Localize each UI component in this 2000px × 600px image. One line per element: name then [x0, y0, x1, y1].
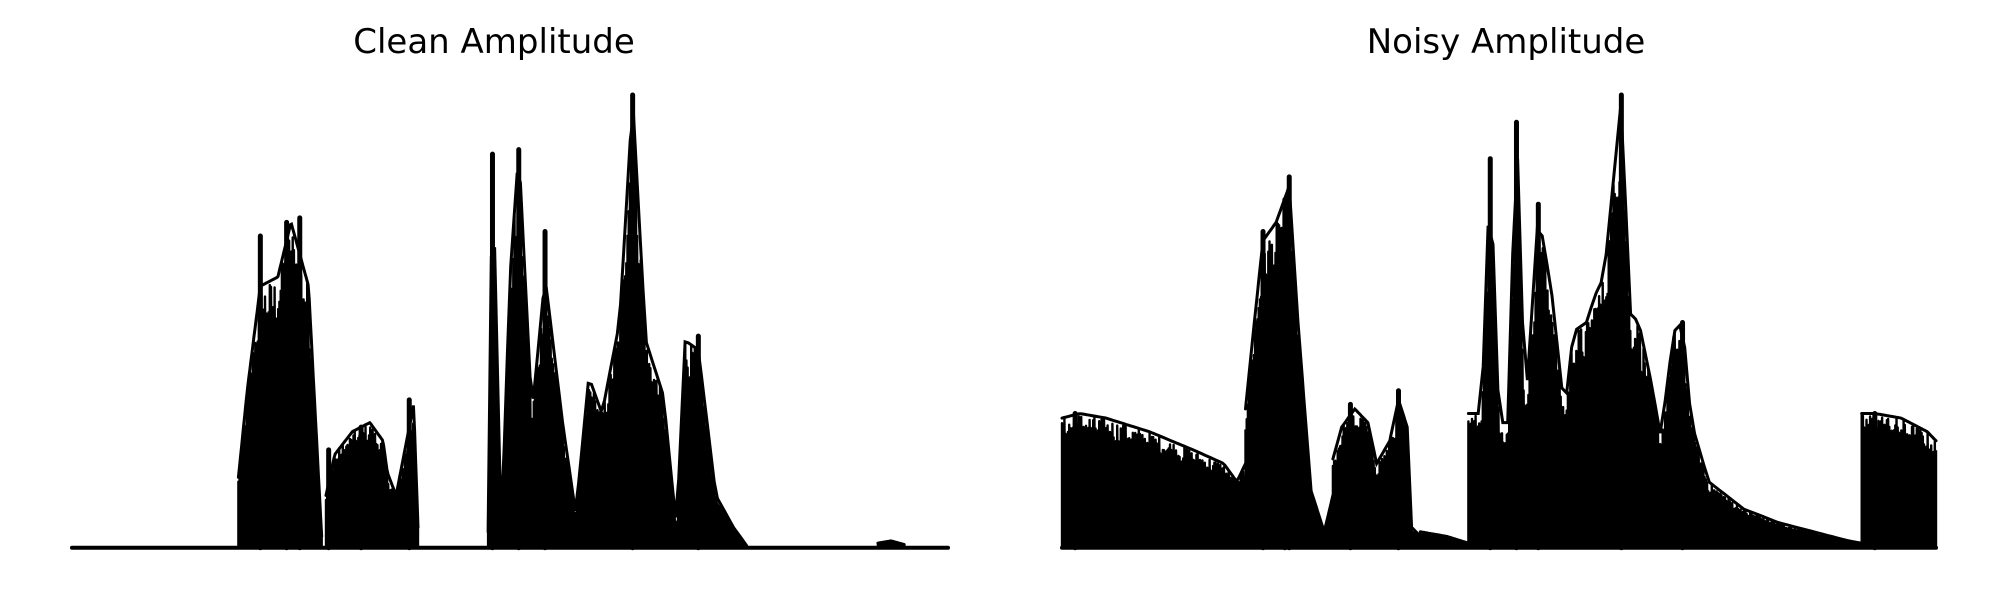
envelope-outline-clean-3 — [876, 539, 906, 546]
amplitude-segment-noisy-2 — [1331, 405, 1422, 549]
chart-title-clean: Clean Amplitude — [353, 22, 635, 62]
envelope-outline-noisy-4 — [1466, 104, 1864, 545]
chart-panel-noisy: Noisy Amplitude — [1000, 0, 2000, 600]
plot-area-clean — [70, 92, 950, 551]
envelope-outline-noisy-0 — [1060, 412, 1247, 484]
envelope-outline-noisy-3 — [1418, 530, 1470, 545]
envelope-outline-clean-2 — [486, 114, 748, 547]
amplitude-segment-clean-1 — [324, 422, 420, 549]
envelope-outline-clean-1 — [324, 405, 420, 529]
amplitude-segment-clean-2 — [486, 162, 748, 549]
chart-title-noisy: Noisy Amplitude — [1366, 22, 1646, 62]
envelope-outline-noisy-2 — [1331, 394, 1422, 538]
amplitude-segment-clean-3 — [876, 540, 906, 549]
chart-panel-clean: Clean Amplitude — [70, 22, 950, 551]
envelope-outline-clean-0 — [236, 222, 324, 538]
amplitude-segment-noisy-3 — [1419, 531, 1470, 549]
amplitude-segment-noisy-4 — [1467, 168, 1863, 549]
plot-area-noisy — [1060, 92, 1938, 551]
amplitude-segment-clean-0 — [237, 236, 323, 549]
amplitude-segment-noisy-0 — [1060, 415, 1247, 549]
